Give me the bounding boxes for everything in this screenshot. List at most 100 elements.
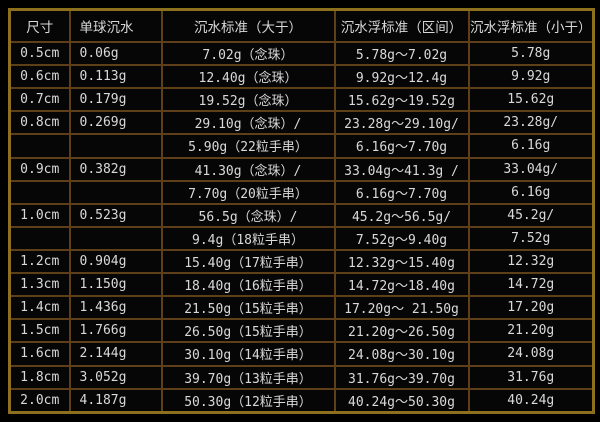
column-header-2: 沉水标准（大于）	[160, 8, 336, 43]
table-cell: 7.52g	[467, 225, 595, 251]
table-cell: 31.76g～39.70g	[333, 364, 470, 390]
table-cell: 12.40g（念珠）	[160, 64, 336, 90]
table-cell: 29.10g（念珠）/	[160, 110, 336, 136]
table-cell: 0.523g	[68, 202, 163, 228]
table-cell: 6.16g～7.70g	[333, 133, 470, 159]
table-cell: 0.9cm	[8, 156, 71, 182]
table-cell: 0.904g	[68, 248, 163, 275]
table-cell: 31.76g	[467, 364, 595, 390]
table-cell: 30.10g（14粒手串）	[160, 341, 336, 367]
table-cell: 9.4g（18粒手串）	[160, 225, 336, 251]
table-cell	[8, 133, 71, 159]
table-cell: 0.8cm	[8, 110, 71, 136]
table-cell: 14.72g	[467, 272, 595, 298]
table-row: 0.5cm 0.06g 7.02g（念珠） 5.78g～7.02g 5.78g	[8, 40, 595, 67]
table-cell: 26.50g（15粒手串）	[160, 318, 336, 344]
table-cell: 23.28g～29.10g/	[333, 110, 470, 136]
table-row: 0.7cm 0.179g 19.52g（念珠） 15.62g～19.52g 15.62g	[8, 87, 595, 113]
table-row: 1.0cm 0.523g 56.5g（念珠）/45.2g～56.5g/45.2g/	[8, 202, 595, 228]
table-cell: 3.052g	[68, 364, 163, 390]
table-cell: 1.6cm	[8, 341, 71, 367]
table-row: 1.8cm 3.052g 39.70g（13粒手串） 31.76g～39.70g 31.…	[8, 364, 595, 390]
table-cell: 19.52g（念珠）	[160, 87, 336, 113]
table-cell: 0.382g	[68, 156, 163, 182]
table-cell: 7.52g～9.40g	[333, 225, 470, 251]
table-row: 1.5cm 1.766g 26.50g（15粒手串） 21.20g～26.50g 21.…	[8, 318, 595, 344]
table-cell: 1.766g	[68, 318, 163, 344]
table-cell: 23.28g/	[467, 110, 595, 136]
table-cell: 50.30g（12粒手串）	[160, 387, 336, 414]
table-cell: 15.62g～19.52g	[333, 87, 470, 113]
table-cell: 5.90g（22粒手串）	[160, 133, 336, 159]
table-cell: 0.179g	[68, 87, 163, 113]
table-cell: 21.20g	[467, 318, 595, 344]
table-cell: 9.92g	[467, 64, 595, 90]
table-cell: 1.0cm	[8, 202, 71, 228]
table-cell: 2.0cm	[8, 387, 71, 414]
table-cell: 6.16g	[467, 179, 595, 205]
table-cell: 0.5cm	[8, 40, 71, 67]
table-cell: 0.6cm	[8, 64, 71, 90]
table-cell: 5.78g	[467, 40, 595, 67]
table-cell: 45.2g/	[467, 202, 595, 228]
header-row: 尺寸 单球沉水 沉水标准（大于） 沉水浮标准（区间） 沉水浮标准（小于）	[8, 8, 595, 43]
table-cell: 15.40g（17粒手串）	[160, 248, 336, 275]
table-cell: 56.5g（念珠）/	[160, 202, 336, 228]
table-cell	[68, 179, 163, 205]
table-cell: 17.20g	[467, 295, 595, 321]
table-cell: 21.20g～26.50g	[333, 318, 470, 344]
table-cell: 33.04g/	[467, 156, 595, 182]
table-cell: 24.08g	[467, 341, 595, 367]
table-body: 0.5cm 0.06g 7.02g（念珠） 5.78g～7.02g 5.78g 0.6cm…	[8, 40, 595, 414]
table-cell: 15.62g	[467, 87, 595, 113]
table-cell: 6.16g	[467, 133, 595, 159]
table-cell: 5.78g～7.02g	[333, 40, 470, 67]
table-cell: 4.187g	[68, 387, 163, 414]
table-cell: 21.50g（15粒手串）	[160, 295, 336, 321]
table-row: 0.6cm 0.113g 12.40g（念珠） 9.92g～12.4g 9.92g	[8, 64, 595, 90]
agarwood-weight-table: 尺寸 单球沉水 沉水标准（大于） 沉水浮标准（区间） 沉水浮标准（小于） 0.5cm 0.…	[8, 8, 595, 414]
table-cell: 12.32g～15.40g	[333, 248, 470, 275]
table-cell: 0.7cm	[8, 87, 71, 113]
table-cell: 1.436g	[68, 295, 163, 321]
table-cell: 33.04g～41.3g /	[333, 156, 470, 182]
table-row: 0.8cm 0.269g 29.10g（念珠）/23.28g～29.10g/23.2…	[8, 110, 595, 136]
table-cell: 18.40g（16粒手串）	[160, 272, 336, 298]
table-cell	[68, 133, 163, 159]
table-cell: 1.2cm	[8, 248, 71, 275]
table-cell: 0.06g	[68, 40, 163, 67]
column-header-0: 尺寸	[8, 8, 71, 43]
table-row: 7.70g（20粒手串） 6.16g～7.70g 6.16g	[8, 179, 595, 205]
table-cell: 40.24g～50.30g	[333, 387, 470, 414]
table-cell: 0.269g	[68, 110, 163, 136]
table-row: 1.6cm 2.144g 30.10g（14粒手串） 24.08g～30.10g 24.…	[8, 341, 595, 367]
table-cell: 6.16g～7.70g	[333, 179, 470, 205]
table-cell: 1.5cm	[8, 318, 71, 344]
table-cell	[8, 225, 71, 251]
table-header: 尺寸 单球沉水 沉水标准（大于） 沉水浮标准（区间） 沉水浮标准（小于）	[8, 8, 595, 43]
table-cell: 45.2g～56.5g/	[333, 202, 470, 228]
table-row: 1.4cm 1.436g 21.50g（15粒手串） 17.20g～ 21.50g 17…	[8, 295, 595, 321]
column-header-3: 沉水浮标准（区间）	[333, 8, 470, 43]
table-cell: 40.24g	[467, 387, 595, 414]
table-cell: 24.08g～30.10g	[333, 341, 470, 367]
table-cell: 2.144g	[68, 341, 163, 367]
table-cell: 7.02g（念珠）	[160, 40, 336, 67]
table-cell	[8, 179, 71, 205]
table-cell: 1.3cm	[8, 272, 71, 298]
table-cell	[68, 225, 163, 251]
table-cell: 1.8cm	[8, 364, 71, 390]
table-row: 2.0cm 4.187g 50.30g（12粒手串） 40.24g～50.30g 40.…	[8, 387, 595, 414]
table-cell: 41.30g（念珠）/	[160, 156, 336, 182]
table-cell: 12.32g	[467, 248, 595, 275]
table-cell: 1.4cm	[8, 295, 71, 321]
table-row: 1.2cm 0.904g 15.40g（17粒手串） 12.32g～15.40g 12.…	[8, 248, 595, 275]
table-cell: 7.70g（20粒手串）	[160, 179, 336, 205]
table-cell: 0.113g	[68, 64, 163, 90]
table-cell: 1.150g	[68, 272, 163, 298]
table-row: 0.9cm 0.382g 41.30g（念珠）/33.04g～41.3g /33.0…	[8, 156, 595, 182]
column-header-1: 单球沉水	[68, 8, 163, 43]
table-row: 5.90g（22粒手串） 6.16g～7.70g 6.16g	[8, 133, 595, 159]
table-row: 9.4g（18粒手串） 7.52g～9.40g 7.52g	[8, 225, 595, 251]
